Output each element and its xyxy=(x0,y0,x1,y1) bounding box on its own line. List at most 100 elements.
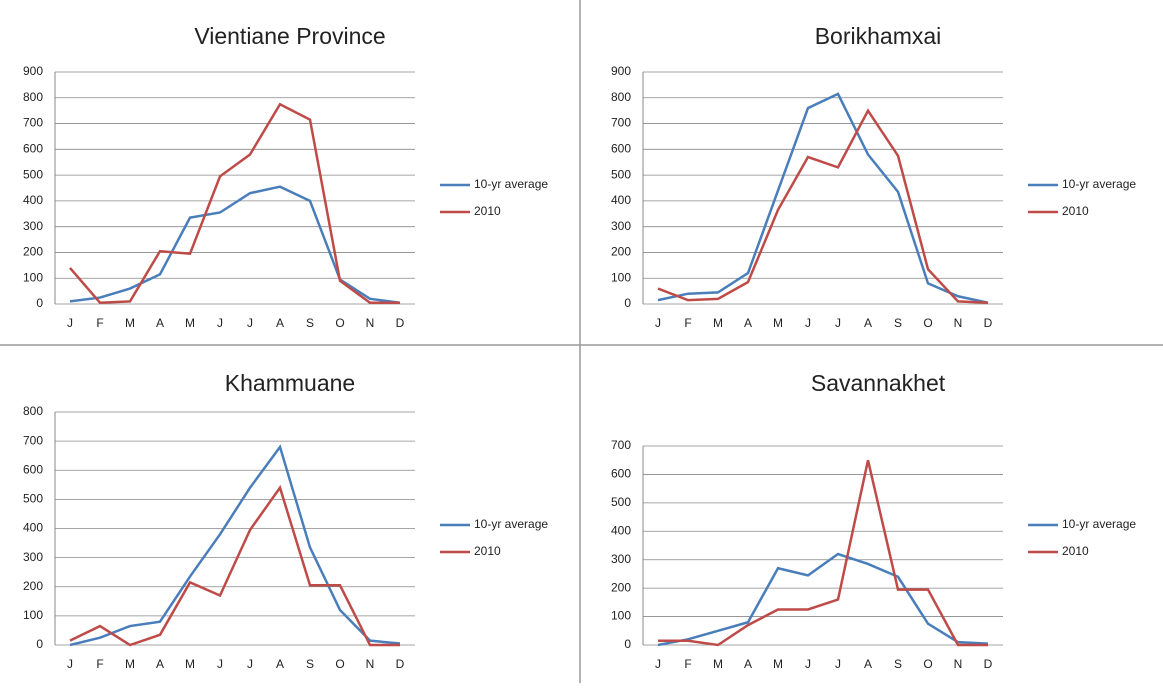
y-tick-label: 100 xyxy=(611,609,631,623)
chart-title: Borikhamxai xyxy=(815,23,942,49)
x-tick-label: J xyxy=(217,316,223,330)
x-tick-label: N xyxy=(366,657,375,671)
y-tick-label: 700 xyxy=(23,433,43,447)
x-tick-label: M xyxy=(713,316,723,330)
x-tick-label: J xyxy=(805,657,811,671)
x-tick-label: A xyxy=(744,316,752,330)
x-tick-label: J xyxy=(805,316,811,330)
x-tick-label: N xyxy=(366,316,375,330)
y-tick-label: 0 xyxy=(36,296,43,310)
y-tick-label: 300 xyxy=(23,550,43,564)
legend-label: 10-yr average xyxy=(474,517,548,531)
y-tick-label: 300 xyxy=(611,219,631,233)
y-tick-label: 500 xyxy=(23,167,43,181)
x-tick-label: A xyxy=(864,657,872,671)
x-tick-label: M xyxy=(125,657,135,671)
x-tick-label: S xyxy=(306,657,314,671)
x-tick-label: D xyxy=(396,316,405,330)
legend-label: 10-yr average xyxy=(1062,517,1136,531)
y-tick-label: 500 xyxy=(611,495,631,509)
x-tick-label: J xyxy=(247,657,253,671)
x-tick-label: J xyxy=(67,316,73,330)
x-tick-label: M xyxy=(713,657,723,671)
x-tick-label: D xyxy=(984,657,993,671)
y-tick-label: 200 xyxy=(23,245,43,259)
y-tick-label: 700 xyxy=(611,438,631,452)
y-tick-label: 600 xyxy=(23,462,43,476)
x-tick-label: D xyxy=(984,316,993,330)
x-tick-label: A xyxy=(156,316,164,330)
y-tick-label: 400 xyxy=(611,193,631,207)
y-tick-label: 100 xyxy=(611,270,631,284)
data-line xyxy=(69,102,400,304)
x-tick-label: A xyxy=(864,316,872,330)
y-tick-label: 700 xyxy=(611,116,631,130)
x-tick-label: O xyxy=(335,657,344,671)
legend-label: 2010 xyxy=(1062,544,1089,558)
data-line xyxy=(69,484,400,647)
x-tick-label: J xyxy=(217,657,223,671)
x-tick-label: J xyxy=(247,316,253,330)
data-line xyxy=(69,444,401,647)
x-tick-label: F xyxy=(684,657,691,671)
x-tick-label: S xyxy=(306,316,314,330)
chart-title: Vientiane Province xyxy=(194,23,385,49)
x-tick-label: N xyxy=(954,657,963,671)
data-line xyxy=(657,552,989,647)
y-tick-label: 800 xyxy=(23,90,43,104)
x-tick-label: M xyxy=(185,316,195,330)
y-tick-label: 600 xyxy=(23,142,43,156)
data-line xyxy=(657,92,989,304)
y-tick-label: 400 xyxy=(23,521,43,535)
x-tick-label: F xyxy=(96,316,103,330)
x-tick-label: A xyxy=(156,657,164,671)
x-tick-label: N xyxy=(954,316,963,330)
x-tick-label: M xyxy=(185,657,195,671)
data-line xyxy=(69,185,401,304)
y-tick-label: 100 xyxy=(23,270,43,284)
y-tick-label: 0 xyxy=(624,296,631,310)
y-tick-label: 500 xyxy=(611,167,631,181)
legend-label: 2010 xyxy=(1062,204,1089,218)
legend-label: 10-yr average xyxy=(474,177,548,191)
y-tick-label: 900 xyxy=(611,64,631,78)
x-tick-label: J xyxy=(655,316,661,330)
x-tick-label: J xyxy=(835,316,841,330)
x-tick-label: J xyxy=(655,657,661,671)
x-tick-label: F xyxy=(684,316,691,330)
y-tick-label: 300 xyxy=(23,219,43,233)
data-line xyxy=(658,459,988,647)
x-tick-label: F xyxy=(96,657,103,671)
x-tick-label: S xyxy=(894,657,902,671)
y-tick-label: 200 xyxy=(611,580,631,594)
x-tick-label: J xyxy=(67,657,73,671)
x-tick-label: J xyxy=(835,657,841,671)
y-tick-label: 800 xyxy=(23,404,43,418)
data-line xyxy=(657,108,989,304)
y-tick-label: 400 xyxy=(23,193,43,207)
x-tick-label: A xyxy=(276,316,284,330)
x-tick-label: M xyxy=(773,316,783,330)
x-tick-label: O xyxy=(923,657,932,671)
x-tick-label: O xyxy=(923,316,932,330)
legend-label: 2010 xyxy=(474,544,501,558)
y-tick-label: 0 xyxy=(624,637,631,651)
chart-title: Khammuane xyxy=(225,370,355,396)
x-tick-label: A xyxy=(276,657,284,671)
y-tick-label: 500 xyxy=(23,492,43,506)
y-tick-label: 900 xyxy=(23,64,43,78)
y-tick-label: 200 xyxy=(23,579,43,593)
chart-title: Savannakhet xyxy=(811,370,946,396)
x-tick-label: M xyxy=(125,316,135,330)
x-tick-label: D xyxy=(396,657,405,671)
y-tick-label: 300 xyxy=(611,552,631,566)
y-tick-label: 600 xyxy=(611,142,631,156)
legend-label: 2010 xyxy=(474,204,501,218)
legend-label: 10-yr average xyxy=(1062,177,1136,191)
y-tick-label: 800 xyxy=(611,90,631,104)
y-tick-label: 600 xyxy=(611,467,631,481)
y-tick-label: 200 xyxy=(611,245,631,259)
x-tick-label: A xyxy=(744,657,752,671)
y-tick-label: 700 xyxy=(23,116,43,130)
